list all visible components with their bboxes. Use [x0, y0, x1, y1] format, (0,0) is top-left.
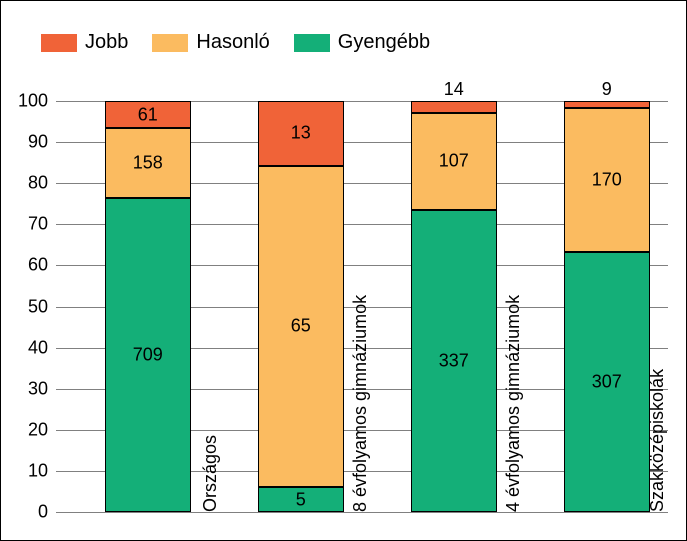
bar-value-label: 5	[296, 489, 306, 510]
y-tick: 30	[28, 378, 48, 399]
category-label: 4 évfolyamos gimnáziumok	[503, 295, 524, 512]
legend-label-jobb: Jobb	[85, 31, 128, 54]
bar-seg-hasonlo: 170	[564, 108, 650, 252]
bar-seg-hasonlo: 65	[258, 166, 344, 488]
bar-group-8evf: 5 65 13	[258, 101, 344, 512]
legend-item-jobb: Jobb	[41, 31, 128, 54]
bar-seg-gyengebb: 709	[105, 198, 191, 512]
bar-value-label: 158	[133, 153, 163, 174]
y-tick: 70	[28, 214, 48, 235]
bar-value-label: 337	[439, 350, 469, 371]
legend-item-gyengebb: Gyengébb	[294, 31, 430, 54]
bar-value-label: 107	[439, 151, 469, 172]
category-label: 8 évfolyamos gimnáziumok	[350, 295, 371, 512]
y-tick: 50	[28, 296, 48, 317]
y-tick: 0	[38, 502, 48, 523]
y-tick: 80	[28, 173, 48, 194]
bar-seg-jobb: 13	[258, 101, 344, 166]
legend: Jobb Hasonló Gyengébb	[41, 31, 430, 54]
bar-group-orszagos: 709 158 61	[105, 101, 191, 512]
y-axis: 0 10 20 30 40 50 60 70 80 90 100	[1, 101, 56, 512]
bar-value-label: 170	[592, 170, 622, 191]
bar-seg-jobb: 9	[564, 101, 650, 108]
chart-container: Jobb Hasonló Gyengébb 0 10 20 30 40 50 6…	[0, 0, 687, 541]
bar-seg-jobb: 14	[411, 101, 497, 113]
bar-value-label: 65	[291, 316, 311, 337]
bar-value-label: 13	[291, 123, 311, 144]
bar-seg-jobb: 61	[105, 101, 191, 128]
y-tick: 40	[28, 337, 48, 358]
y-tick: 60	[28, 255, 48, 276]
legend-swatch-jobb	[41, 34, 77, 52]
y-tick: 10	[28, 460, 48, 481]
bar-value-label: 61	[138, 104, 158, 125]
plot-area: 709 158 61 5 65 13	[56, 101, 668, 512]
y-tick: 90	[28, 132, 48, 153]
bar-seg-hasonlo: 158	[105, 128, 191, 198]
legend-label-hasonlo: Hasonló	[196, 31, 269, 54]
bar-group-4evf: 337 107 14	[411, 101, 497, 512]
category-label: Szakközépiskolák	[647, 369, 668, 512]
legend-swatch-hasonlo	[152, 34, 188, 52]
bar-seg-gyengebb: 5	[258, 487, 344, 512]
gridline	[56, 512, 668, 513]
legend-label-gyengebb: Gyengébb	[338, 31, 430, 54]
bar-seg-gyengebb: 307	[564, 252, 650, 512]
bar-value-label: 307	[592, 372, 622, 393]
y-tick: 100	[18, 91, 48, 112]
bar-seg-hasonlo: 107	[411, 113, 497, 209]
bar-value-label: 709	[133, 345, 163, 366]
bar-group-szakk: 307 170 9	[564, 101, 650, 512]
bar-value-label: 9	[602, 79, 612, 100]
category-label: Országos	[200, 435, 221, 512]
y-tick: 20	[28, 419, 48, 440]
legend-item-hasonlo: Hasonló	[152, 31, 269, 54]
bar-value-label: 14	[444, 79, 464, 100]
bar-seg-gyengebb: 337	[411, 210, 497, 512]
legend-swatch-gyengebb	[294, 34, 330, 52]
